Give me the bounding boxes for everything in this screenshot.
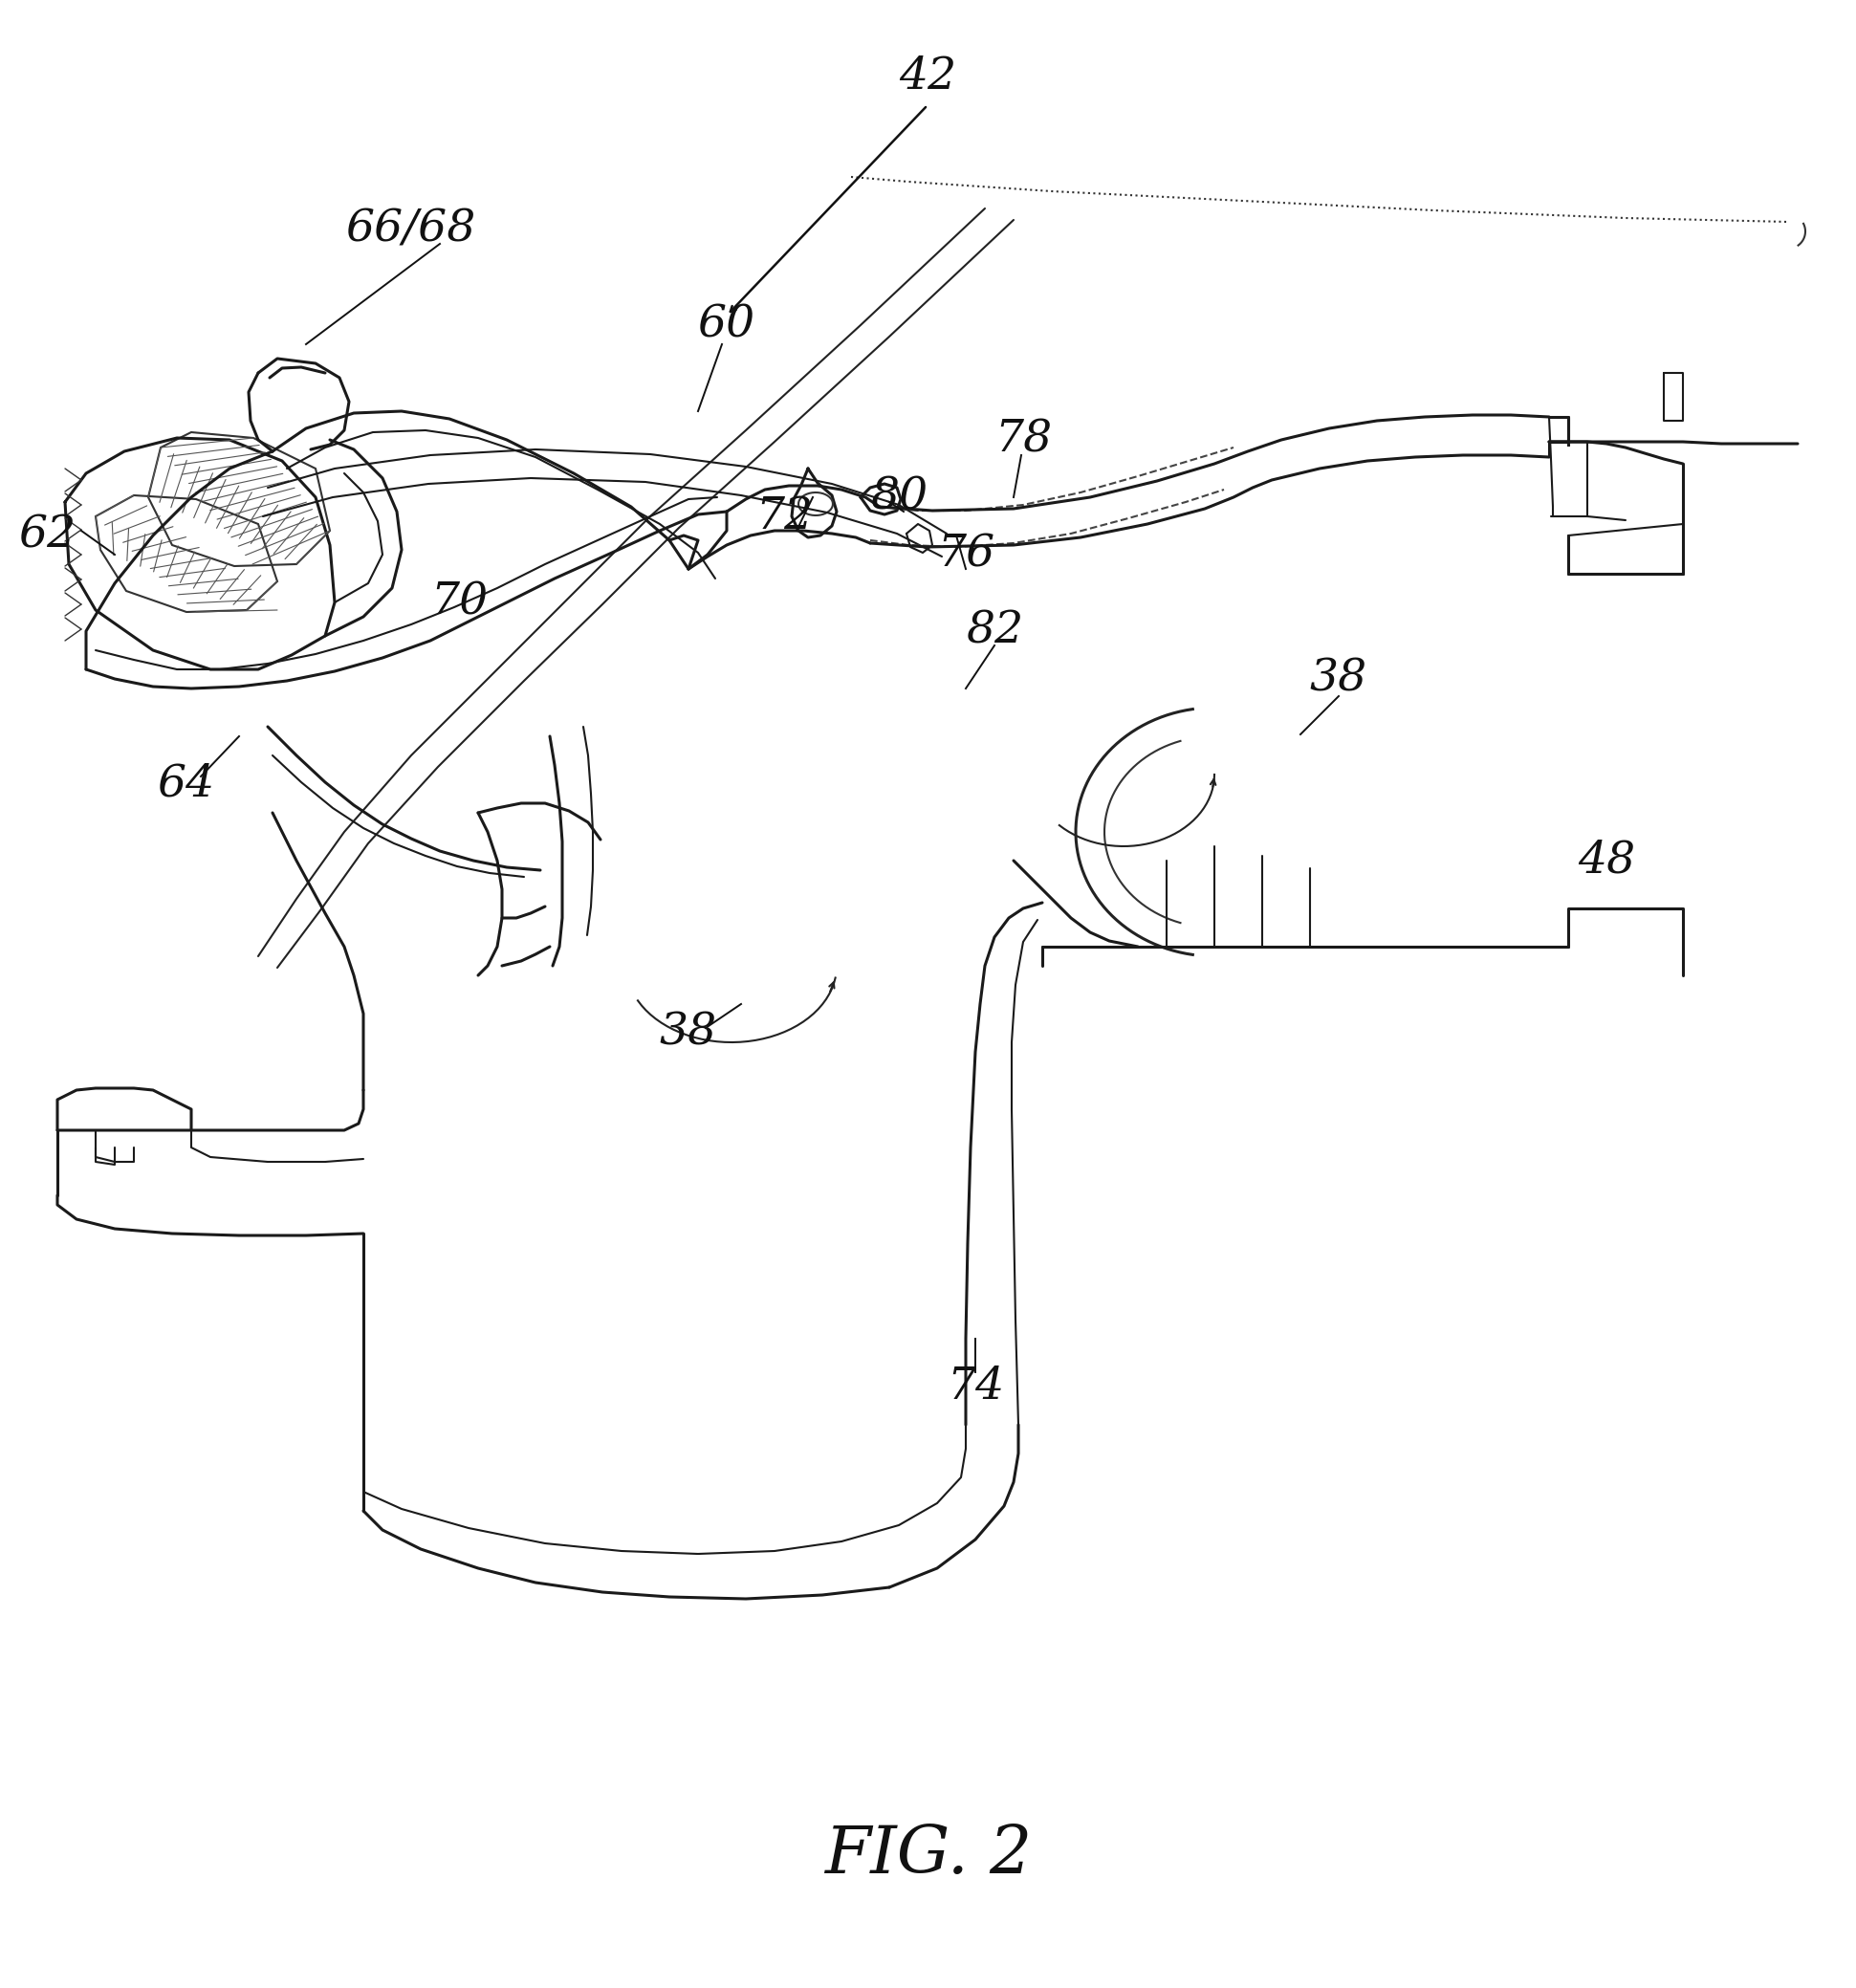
Text: 38: 38 bbox=[659, 1012, 716, 1054]
Text: 74: 74 bbox=[947, 1366, 1004, 1408]
Text: 38: 38 bbox=[1310, 658, 1368, 700]
Text: 70: 70 bbox=[431, 580, 488, 624]
Text: 76: 76 bbox=[937, 533, 995, 577]
Text: 78: 78 bbox=[995, 417, 1052, 461]
Text: 64: 64 bbox=[158, 763, 215, 805]
Text: 60: 60 bbox=[698, 304, 755, 346]
Text: 80: 80 bbox=[870, 475, 928, 519]
Text: FIG. 2: FIG. 2 bbox=[824, 1823, 1032, 1887]
Text: 72: 72 bbox=[755, 495, 813, 539]
Text: 48: 48 bbox=[1578, 839, 1635, 883]
Text: 42: 42 bbox=[898, 56, 956, 97]
Text: 62: 62 bbox=[19, 513, 76, 557]
Text: 82: 82 bbox=[965, 610, 1023, 652]
Text: 66/68: 66/68 bbox=[345, 209, 477, 250]
